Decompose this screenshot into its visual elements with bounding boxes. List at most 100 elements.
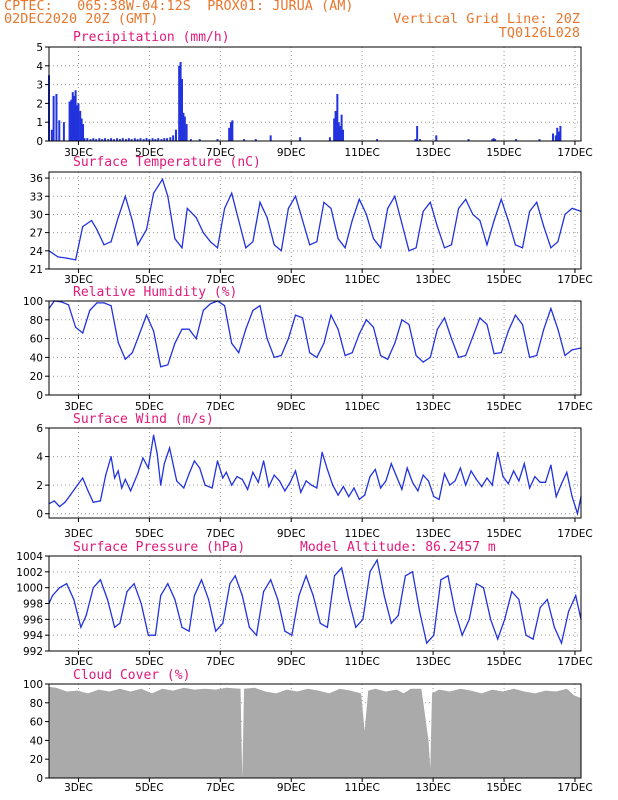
x-tick-label: 5DEC xyxy=(135,401,164,413)
y-tick-label: 27 xyxy=(30,228,43,240)
data-point xyxy=(571,495,573,498)
precip-bar xyxy=(185,124,188,141)
precip-bar xyxy=(492,138,495,141)
data-point xyxy=(241,478,243,481)
data-point xyxy=(200,579,203,581)
data-point xyxy=(291,634,293,636)
data-point xyxy=(443,247,446,249)
data-point xyxy=(472,336,474,338)
data-point xyxy=(479,317,481,319)
data-point xyxy=(137,338,139,340)
data-point xyxy=(534,475,536,478)
precip-bar xyxy=(148,139,151,141)
data-point xyxy=(69,494,71,496)
data-point xyxy=(92,587,94,589)
data-point xyxy=(468,618,470,620)
x-tick-label: 15DEC xyxy=(486,147,521,159)
data-point xyxy=(153,330,155,332)
precip-bar xyxy=(133,138,136,141)
y-tick-label: 21 xyxy=(30,264,43,276)
data-point xyxy=(80,626,82,628)
data-point xyxy=(408,323,410,326)
data-point xyxy=(75,259,77,261)
precip-bar xyxy=(328,137,331,141)
x-tick-label: 11DEC xyxy=(344,274,379,286)
data-point xyxy=(202,232,204,234)
data-point xyxy=(59,505,61,508)
data-point xyxy=(270,579,272,581)
data-point xyxy=(300,491,302,493)
data-point xyxy=(110,241,112,243)
data-point xyxy=(259,305,261,307)
x-tick-label: 3DEC xyxy=(64,528,93,540)
data-point xyxy=(188,630,190,632)
precip-bar xyxy=(515,139,518,141)
data-point xyxy=(344,247,346,249)
data-point xyxy=(419,610,421,613)
data-point xyxy=(186,207,188,209)
precip-bar xyxy=(231,120,234,141)
data-point xyxy=(202,309,204,311)
y-tick-label: 1000 xyxy=(16,583,43,595)
precip-bar xyxy=(112,139,115,141)
data-point xyxy=(422,210,424,213)
precip-bar xyxy=(83,138,86,141)
y-tick-label: 998 xyxy=(23,599,43,611)
x-tick-label: 17DEC xyxy=(557,656,592,668)
data-point xyxy=(153,434,155,436)
data-point xyxy=(153,192,155,194)
data-point xyxy=(536,354,538,357)
data-point xyxy=(429,356,431,358)
data-point xyxy=(380,487,382,489)
data-point xyxy=(96,228,98,231)
precip-bar xyxy=(151,138,154,141)
data-point xyxy=(106,598,109,601)
data-point xyxy=(117,470,119,472)
data-point xyxy=(458,356,460,358)
data-point xyxy=(92,501,94,503)
data-point xyxy=(73,598,75,601)
data-point xyxy=(60,301,63,303)
data-point xyxy=(193,460,196,462)
data-point xyxy=(390,622,392,624)
data-point xyxy=(223,207,226,209)
data-point xyxy=(502,475,504,478)
x-tick-label: 13DEC xyxy=(415,656,450,668)
data-point xyxy=(528,210,531,213)
data-point xyxy=(408,250,410,252)
data-point xyxy=(312,594,314,597)
data-point xyxy=(287,338,289,340)
plot-frame xyxy=(48,300,582,396)
data-point xyxy=(344,354,346,357)
x-tick-label: 11DEC xyxy=(344,656,379,668)
y-tick-label: 2 xyxy=(36,480,43,492)
data-point xyxy=(167,364,169,366)
y-tick-label: 20 xyxy=(30,371,43,383)
data-point xyxy=(415,247,417,249)
data-point xyxy=(543,328,545,330)
data-point xyxy=(294,195,297,197)
data-point xyxy=(576,513,579,515)
data-point xyxy=(266,216,268,219)
x-tick-label: 15DEC xyxy=(486,782,521,794)
data-point xyxy=(383,594,385,597)
data-point xyxy=(364,494,366,496)
header-date: 02DEC2020 20Z (GMT) xyxy=(4,11,159,27)
data-point xyxy=(174,342,176,344)
data-point xyxy=(486,477,488,479)
series-line xyxy=(48,300,582,368)
data-point xyxy=(53,500,55,502)
data-point xyxy=(124,478,126,481)
x-tick-label: 15DEC xyxy=(486,401,521,413)
precip-bar xyxy=(229,122,232,141)
precip-bar xyxy=(71,92,74,141)
x-tick-label: 13DEC xyxy=(415,147,450,159)
data-point xyxy=(309,352,311,354)
x-tick-label: 17DEC xyxy=(557,528,592,540)
data-point xyxy=(222,477,224,479)
precip-bar xyxy=(163,138,166,141)
data-point xyxy=(571,207,573,209)
data-point xyxy=(546,598,548,601)
data-point xyxy=(500,352,502,354)
data-point xyxy=(514,314,516,316)
